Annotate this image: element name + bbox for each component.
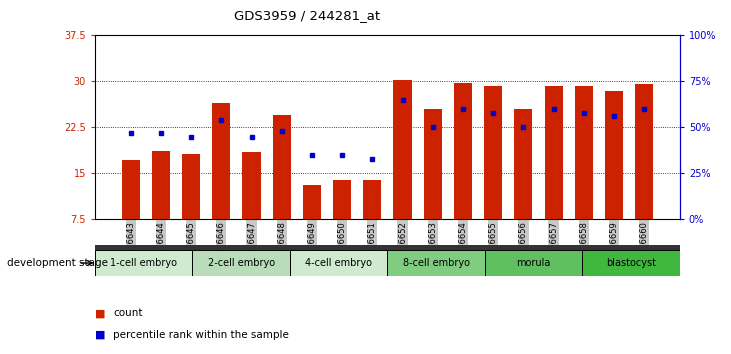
Bar bbox=[454, 82, 472, 219]
Text: 2-cell embryo: 2-cell embryo bbox=[208, 258, 275, 268]
Bar bbox=[303, 184, 321, 219]
Text: 8-cell embryo: 8-cell embryo bbox=[403, 258, 469, 268]
Bar bbox=[152, 151, 170, 219]
Bar bbox=[387, 250, 485, 276]
Bar bbox=[95, 250, 192, 276]
Bar bbox=[484, 86, 502, 219]
Bar bbox=[333, 179, 351, 219]
Bar bbox=[635, 84, 654, 219]
Bar bbox=[273, 115, 291, 219]
Bar bbox=[485, 250, 583, 276]
Text: blastocyst: blastocyst bbox=[606, 258, 656, 268]
Bar bbox=[212, 103, 230, 219]
Bar bbox=[243, 152, 260, 219]
Bar bbox=[424, 109, 442, 219]
Text: percentile rank within the sample: percentile rank within the sample bbox=[113, 330, 289, 339]
Bar bbox=[515, 109, 532, 219]
Text: 1-cell embryo: 1-cell embryo bbox=[110, 258, 177, 268]
Bar bbox=[575, 86, 593, 219]
Bar bbox=[583, 250, 680, 276]
Text: count: count bbox=[113, 308, 143, 318]
Text: ■: ■ bbox=[95, 308, 105, 318]
Text: morula: morula bbox=[516, 258, 551, 268]
Bar bbox=[393, 80, 412, 219]
Bar bbox=[605, 91, 623, 219]
Bar bbox=[182, 154, 200, 219]
Text: GDS3959 / 244281_at: GDS3959 / 244281_at bbox=[234, 9, 380, 22]
Bar bbox=[121, 160, 140, 219]
Text: ■: ■ bbox=[95, 330, 105, 339]
Bar bbox=[192, 250, 290, 276]
Bar bbox=[290, 250, 387, 276]
Bar bbox=[545, 86, 563, 219]
Text: 4-cell embryo: 4-cell embryo bbox=[306, 258, 372, 268]
Text: development stage: development stage bbox=[7, 258, 108, 268]
Bar bbox=[363, 179, 382, 219]
